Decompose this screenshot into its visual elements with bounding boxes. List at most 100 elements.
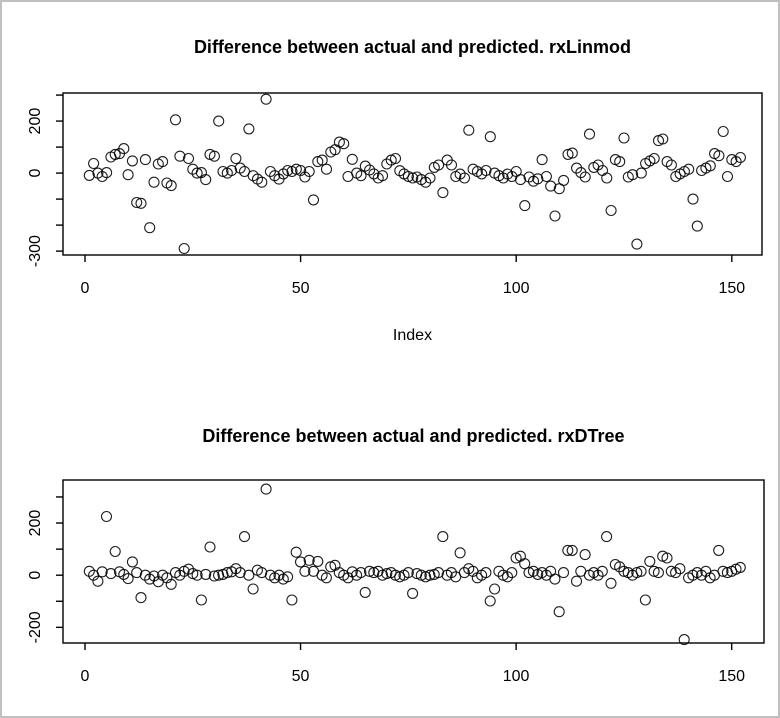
data-point [139, 154, 151, 166]
data-point [407, 172, 419, 184]
data-point [523, 567, 535, 579]
data-point [182, 563, 195, 575]
data-point [605, 204, 617, 217]
data-point [182, 152, 195, 165]
data-point [213, 115, 225, 127]
linmod-plot: Difference between actual and predicted.… [27, 37, 763, 344]
data-point [717, 125, 729, 138]
data-point [316, 154, 328, 166]
data-point [437, 531, 449, 543]
data-point [614, 156, 626, 168]
data-point [648, 152, 660, 165]
data-point [652, 567, 664, 579]
plot-box [62, 479, 765, 644]
data-point [450, 571, 462, 583]
data-point [553, 606, 565, 618]
data-point [458, 567, 470, 579]
data-point [484, 131, 496, 143]
data-point [445, 567, 457, 579]
data-point [122, 573, 134, 585]
data-point [420, 176, 432, 188]
data-point [243, 569, 255, 581]
data-point [618, 132, 630, 144]
data-point [178, 242, 190, 255]
data-point [165, 578, 177, 590]
data-point [579, 171, 591, 183]
data-point [247, 583, 259, 595]
data-point [575, 167, 587, 179]
data-point [730, 156, 742, 168]
data-point [260, 93, 272, 105]
data-point [312, 156, 324, 168]
data-point [148, 176, 160, 188]
data-points [83, 483, 746, 646]
data-point [437, 187, 449, 199]
data-point [601, 172, 613, 184]
data-point [273, 569, 285, 581]
data-point [376, 170, 389, 182]
data-point [596, 565, 608, 577]
data-point [458, 172, 471, 184]
data-point [157, 156, 169, 168]
x-tick-label: 50 [292, 280, 310, 297]
data-point [506, 567, 518, 579]
data-point [83, 169, 95, 181]
data-point [566, 544, 578, 556]
data-point [320, 572, 332, 584]
data-point [678, 634, 690, 646]
data-point [320, 163, 333, 175]
data-point [238, 165, 251, 178]
data-point [445, 159, 458, 171]
data-point [234, 567, 246, 579]
data-point [355, 170, 367, 182]
data-point [532, 173, 544, 185]
data-point [96, 566, 108, 578]
data-point [489, 583, 501, 595]
data-point [519, 558, 531, 570]
data-point [631, 567, 643, 579]
data-point [549, 573, 561, 585]
data-point [191, 167, 203, 179]
data-point [713, 544, 725, 556]
data-point [312, 555, 324, 567]
data-point [303, 554, 315, 566]
data-point [204, 541, 216, 553]
data-point [557, 567, 570, 579]
x-tick-label: 0 [81, 280, 90, 297]
data-point [230, 152, 242, 165]
x-tick-label: 150 [718, 280, 745, 297]
data-point [480, 164, 492, 177]
x-tick-label: 100 [503, 668, 530, 685]
data-point [665, 159, 677, 171]
y-tick-label: 200 [27, 108, 44, 135]
data-point [687, 193, 699, 205]
x-tick-label: 0 [81, 668, 90, 685]
data-point [118, 143, 130, 155]
x-axis-label: Index [393, 327, 432, 344]
data-point [191, 569, 203, 581]
data-point [605, 577, 617, 589]
data-point [165, 180, 177, 192]
data-point [691, 220, 703, 232]
data-point [88, 157, 100, 170]
data-point [101, 167, 113, 179]
plot-title: Difference between actual and predicted.… [194, 37, 631, 57]
data-point [627, 169, 639, 181]
data-point [670, 567, 682, 579]
data-point [135, 592, 147, 604]
data-point [174, 150, 186, 162]
data-point [721, 170, 734, 183]
data-point [363, 565, 376, 577]
data-point [501, 571, 514, 583]
data-point [359, 586, 371, 598]
dtree-plot: Difference between actual and predicted.… [27, 426, 765, 685]
data-point [514, 174, 527, 186]
data-point [407, 587, 419, 599]
data-point [303, 165, 315, 178]
data-point [536, 154, 548, 166]
data-point [639, 594, 651, 606]
data-point [282, 164, 294, 177]
data-point [389, 152, 402, 165]
data-point [497, 172, 509, 184]
